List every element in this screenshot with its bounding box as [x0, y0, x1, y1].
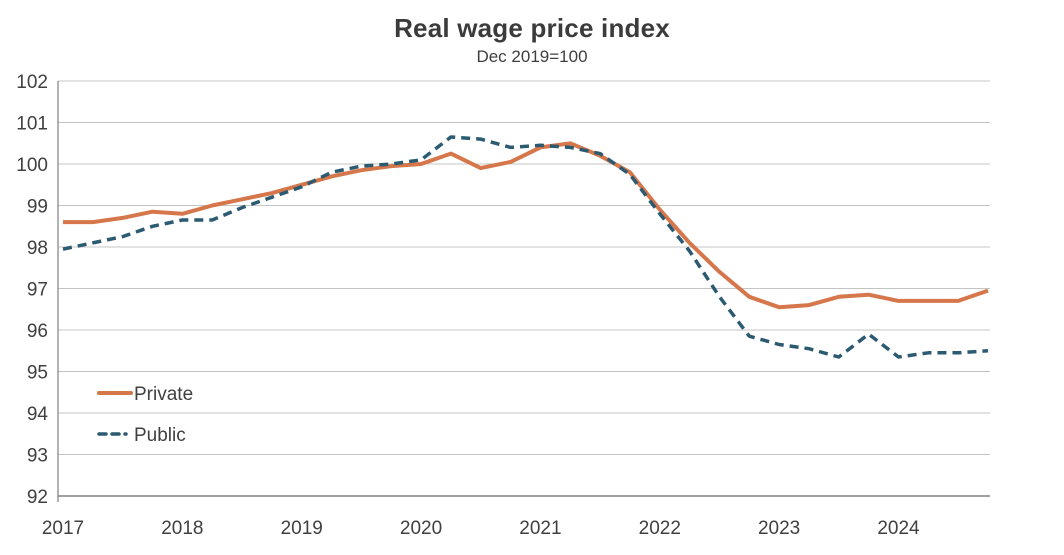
- y-tick-label-100: 100: [16, 155, 48, 176]
- x-tick-label-2018: 2018: [161, 518, 203, 539]
- y-tick-label-102: 102: [16, 72, 48, 93]
- y-tick-label-101: 101: [16, 114, 48, 135]
- x-tick-label-2022: 2022: [639, 518, 681, 539]
- legend-label-private: Private: [134, 384, 193, 405]
- y-tick-label-94: 94: [27, 404, 49, 425]
- legend-label-public: Public: [134, 425, 186, 446]
- series-line-public: [62, 135, 989, 359]
- y-tick-label-96: 96: [27, 321, 48, 342]
- x-tick-label-2021: 2021: [519, 518, 561, 539]
- y-tick-label-99: 99: [27, 197, 48, 218]
- chart-title: Real wage price index: [394, 13, 670, 43]
- x-tick-label-2024: 2024: [877, 518, 920, 539]
- chart-subtitle: Dec 2019=100: [476, 47, 588, 66]
- x-tick-label-2020: 2020: [400, 518, 442, 539]
- y-tick-label-98: 98: [27, 238, 48, 259]
- x-tick-label-2023: 2023: [758, 518, 800, 539]
- y-tick-label-92: 92: [27, 487, 48, 508]
- y-tick-label-95: 95: [27, 363, 48, 384]
- series-line-private: [63, 141, 989, 310]
- x-tick-label-2019: 2019: [281, 518, 323, 539]
- y-tick-label-97: 97: [27, 280, 48, 301]
- y-tick-label-93: 93: [27, 446, 48, 467]
- x-tick-label-2017: 2017: [42, 518, 84, 539]
